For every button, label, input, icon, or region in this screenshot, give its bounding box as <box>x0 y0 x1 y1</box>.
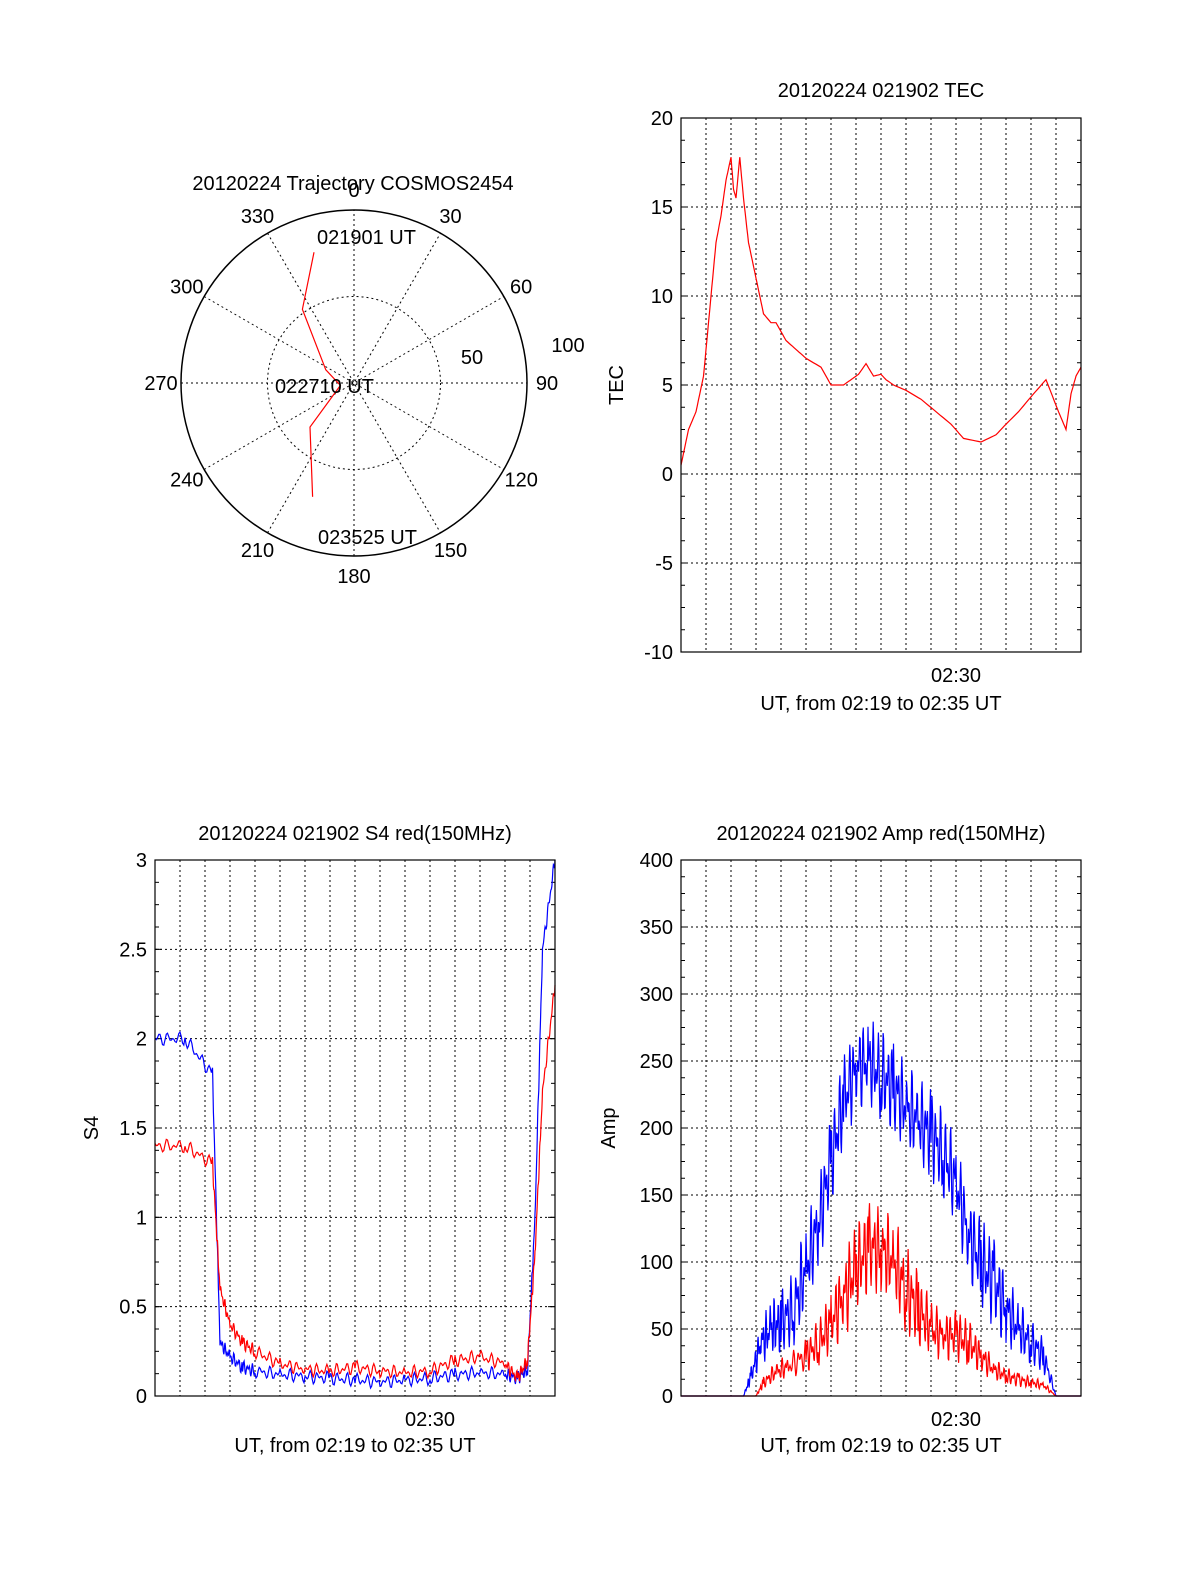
amp-ytick-label: 50 <box>651 1319 673 1341</box>
polar-angle-label: 240 <box>170 470 203 492</box>
polar-angle-labels: 0 30 60 90 120 150 180 210 240 270 300 330 <box>144 180 558 588</box>
amp-ytick-label: 350 <box>640 917 673 939</box>
tec-ytick-label: -10 <box>644 642 673 664</box>
amp-ytick-label: 100 <box>640 1252 673 1274</box>
s4-plot: 20120224 021902 S4 red(150MHz) S4 UT, fr… <box>81 823 556 1457</box>
polar-angle-label: 300 <box>170 277 203 299</box>
s4-ytick-label: 3 <box>136 850 147 872</box>
amp-series-line <box>681 1203 1081 1397</box>
polar-radial-label-inner: 50 <box>461 347 483 369</box>
tec-axes-frame <box>680 117 1082 653</box>
s4-series-blue <box>154 859 556 1390</box>
s4-ytick-label: 0 <box>136 1386 147 1408</box>
tec-xlabel: UT, from 02:19 to 02:35 UT <box>760 693 1001 715</box>
polar-radial-label-outer: 100 <box>551 335 584 357</box>
s4-ytick-label: 1 <box>136 1207 147 1229</box>
tec-ytick-label: 20 <box>651 108 673 130</box>
amp-ytick-label: 300 <box>640 984 673 1006</box>
amp-series-red <box>681 1203 1081 1397</box>
polar-trajectory-series <box>301 252 342 497</box>
tec-series-red <box>680 157 1082 466</box>
s4-series-line <box>154 985 556 1383</box>
polar-angle-label: 330 <box>241 206 274 228</box>
polar-annotation-start: 021901 UT <box>317 227 416 249</box>
amp-series-line <box>681 1021 1081 1397</box>
tec-ytick-label: 10 <box>651 286 673 308</box>
tec-ytick-label: 0 <box>662 464 673 486</box>
polar-annotation-mid: 022710 UT <box>275 376 374 398</box>
s4-series-line <box>154 859 556 1390</box>
amp-xtick-label: 02:30 <box>931 1409 981 1431</box>
tec-xtick-label: 02:30 <box>931 665 981 687</box>
s4-xtick-label: 02:30 <box>405 1409 455 1431</box>
polar-angle-label: 120 <box>504 470 537 492</box>
s4-ytick-label: 1.5 <box>119 1118 147 1140</box>
polar-angle-label: 210 <box>241 540 274 562</box>
polar-angle-label: 0 <box>348 180 359 202</box>
amp-ytick-label: 0 <box>662 1386 673 1408</box>
polar-angle-label: 90 <box>536 373 558 395</box>
polar-angle-label: 60 <box>510 277 532 299</box>
s4-ytick-label: 0.5 <box>119 1297 147 1319</box>
s4-ytick-label: 2.5 <box>119 939 147 961</box>
s4-ylabel: S4 <box>81 1116 103 1140</box>
s4-xlabel: UT, from 02:19 to 02:35 UT <box>234 1435 475 1457</box>
polar-angle-label: 30 <box>439 206 461 228</box>
amp-ytick-label: 150 <box>640 1185 673 1207</box>
tec-title: 20120224 021902 TEC <box>778 80 984 102</box>
polar-angle-label: 180 <box>337 566 370 588</box>
amp-series-blue <box>681 1021 1081 1397</box>
amp-title: 20120224 021902 Amp red(150MHz) <box>716 823 1045 845</box>
polar-angle-label: 150 <box>434 540 467 562</box>
tec-ytick-label: 15 <box>651 197 673 219</box>
amp-xlabel: UT, from 02:19 to 02:35 UT <box>760 1435 1001 1457</box>
polar-title: 20120224 Trajectory COSMOS2454 <box>192 173 513 195</box>
s4-title: 20120224 021902 S4 red(150MHz) <box>198 823 512 845</box>
amp-ytick-label: 250 <box>640 1051 673 1073</box>
amp-ytick-label: 200 <box>640 1118 673 1140</box>
tec-ylabel: TEC <box>606 365 628 405</box>
tec-series-line <box>680 157 1082 466</box>
polar-grid <box>180 209 528 557</box>
s4-series-red <box>154 985 556 1383</box>
s4-axes-frame <box>154 859 556 1397</box>
amp-plot: 20120224 021902 Amp red(150MHz) Amp UT, … <box>598 823 1082 1457</box>
tec-ytick-label: 5 <box>662 375 673 397</box>
s4-ytick-label: 2 <box>136 1029 147 1051</box>
polar-angle-label: 270 <box>144 373 177 395</box>
tec-ytick-label: -5 <box>655 553 673 575</box>
amp-ylabel: Amp <box>598 1107 620 1148</box>
amp-axes-frame <box>680 859 1082 1397</box>
polar-trajectory-plot: 20120224 Trajectory COSMOS2454 0 30 60 90 12… <box>144 173 584 588</box>
amp-ytick-label: 400 <box>640 850 673 872</box>
polar-trajectory-line <box>301 252 342 497</box>
polar-annotation-end: 023525 UT <box>318 527 417 549</box>
tec-plot: 20120224 021902 TEC TEC UT, from 02:19 t… <box>606 80 1082 715</box>
